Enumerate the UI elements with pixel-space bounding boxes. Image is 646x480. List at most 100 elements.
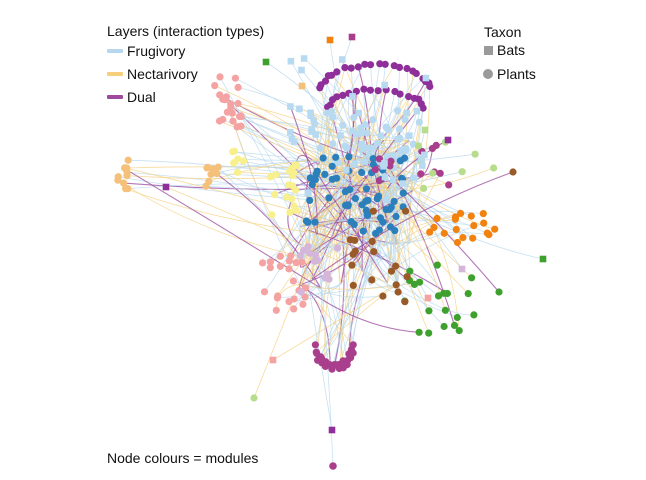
plant-node <box>490 164 498 172</box>
plant-node <box>425 329 433 337</box>
plant-node <box>440 322 448 331</box>
plant-node <box>259 259 267 267</box>
interaction-edge <box>339 188 388 365</box>
legend-item-bats: Bats <box>484 42 525 58</box>
plant-node <box>260 288 269 296</box>
bat-node <box>397 148 405 155</box>
plant-node <box>329 140 337 148</box>
plant-node <box>311 257 319 265</box>
interaction-edge <box>397 283 474 316</box>
plant-node <box>332 153 340 161</box>
plant-node <box>399 189 407 197</box>
plant-node <box>453 238 462 247</box>
legend-item-frugivory: Frugivory <box>107 43 185 59</box>
interaction-edge <box>271 214 322 289</box>
plant-node <box>379 292 387 300</box>
interaction-edge <box>337 190 413 249</box>
frugivory-label: Frugivory <box>127 43 186 59</box>
legend-item-nectarivory: Nectarivory <box>107 66 198 82</box>
plant-node <box>323 109 331 117</box>
interaction-edge <box>410 215 469 294</box>
bat-node <box>162 183 170 191</box>
plant-node <box>347 218 355 226</box>
plant-node <box>286 208 294 216</box>
nectarivory-label: Nectarivory <box>127 66 198 82</box>
bat-node <box>539 255 547 263</box>
plant-node <box>384 125 392 134</box>
plant-node <box>470 222 478 230</box>
plant-node <box>289 277 297 285</box>
plant-node <box>328 162 336 170</box>
bat-node <box>290 138 298 145</box>
interaction-edge <box>128 159 388 189</box>
bat-node <box>304 189 312 196</box>
plant-node <box>375 177 383 185</box>
plant-node <box>459 234 467 242</box>
bats-label: Bats <box>497 42 526 58</box>
plant-node <box>433 214 441 223</box>
plant-node <box>234 83 242 91</box>
bat-node <box>348 33 356 41</box>
plant-node <box>428 144 436 153</box>
plant-node <box>509 168 517 176</box>
bat-node <box>410 174 418 182</box>
plant-node <box>434 292 443 300</box>
interaction-edge <box>299 178 338 228</box>
plant-node <box>364 196 372 204</box>
plant-node <box>229 148 237 156</box>
circle-icon <box>483 69 493 79</box>
plant-node <box>368 276 376 284</box>
plant-node <box>405 93 413 101</box>
plant-node <box>323 270 331 278</box>
plant-node <box>234 168 242 176</box>
plant-node <box>392 281 400 289</box>
plant-node <box>358 129 366 137</box>
bat-node <box>262 58 270 66</box>
plant-node <box>369 116 377 124</box>
plant-node <box>231 74 239 82</box>
plant-node <box>469 234 477 242</box>
plant-node <box>347 64 355 72</box>
plant-node <box>312 170 320 178</box>
interaction-edge <box>394 230 401 285</box>
plant-node <box>266 173 274 181</box>
interaction-edge <box>299 284 420 333</box>
plant-node <box>288 195 296 203</box>
legend-item-dual: Dual <box>107 89 156 105</box>
interaction-edge <box>219 120 391 190</box>
plant-node <box>216 73 224 81</box>
plant-node <box>362 185 371 193</box>
plant-node <box>301 293 309 301</box>
interaction-edge <box>299 227 333 431</box>
plant-node <box>433 261 441 269</box>
interaction-edge <box>361 231 430 272</box>
plant-node <box>495 288 503 296</box>
plant-node <box>445 181 453 189</box>
plant-node <box>440 229 448 237</box>
plant-node <box>202 182 210 190</box>
plant-node <box>451 213 460 221</box>
plant-node <box>286 167 294 175</box>
plant-node <box>366 61 375 69</box>
dual-swatch <box>107 95 123 99</box>
plant-node <box>306 249 314 257</box>
bat-node <box>406 132 413 139</box>
plant-node <box>311 120 319 128</box>
plant-node <box>250 394 258 402</box>
plant-node <box>276 252 284 260</box>
plant-node <box>347 354 355 362</box>
plant-node <box>329 462 337 470</box>
interaction-edge <box>165 186 388 284</box>
interaction-edge <box>375 232 445 245</box>
plant-node <box>387 203 395 211</box>
bat-node <box>349 93 356 100</box>
interaction-edge <box>308 229 448 294</box>
plant-node <box>392 262 400 270</box>
interaction-edge <box>387 171 463 189</box>
bat-node <box>308 126 315 133</box>
plant-node <box>426 82 434 91</box>
plant-node <box>299 300 307 308</box>
interaction-edge <box>351 242 410 266</box>
plant-node <box>412 69 420 78</box>
plant-node <box>358 201 366 209</box>
